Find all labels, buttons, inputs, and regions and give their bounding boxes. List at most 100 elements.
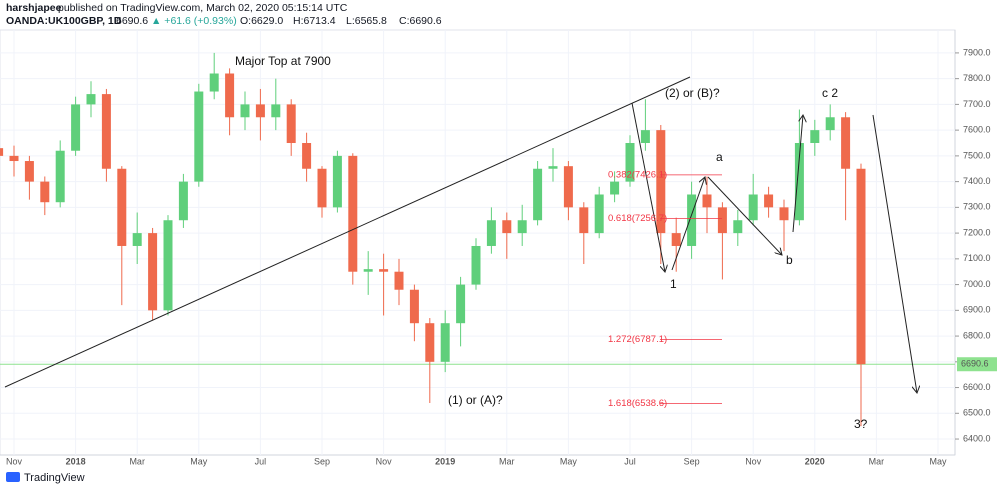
candle-body [471,245,481,285]
ohlc-value: H:6713.4 [293,15,336,27]
y-tick-label: 7500.0 [963,150,991,160]
y-tick-label: 7900.0 [963,47,991,57]
price-tag [957,357,997,372]
y-tick-label: 6900.0 [963,305,991,315]
candle-body [486,220,496,246]
candle-body [86,94,96,105]
candle-body [671,233,681,246]
wave-arrow [707,176,782,255]
candle-body [856,168,866,365]
x-tick-label: Jul [255,456,267,466]
candle-body [348,155,358,272]
candle-body [302,143,312,169]
x-tick-label: May [190,456,208,466]
last-price: 6690.6 [116,15,148,27]
candle-body [409,289,419,324]
x-tick-label: Nov [6,456,23,466]
y-tick-label: 6500.0 [963,408,991,418]
y-tick-label: 7400.0 [963,176,991,186]
y-tick-label: 7100.0 [963,253,991,263]
brand: TradingView [24,472,85,484]
annotation: 1 [670,277,677,291]
x-tick-label: Mar [869,456,885,466]
candle-body [841,117,851,169]
candle-body [640,130,650,144]
candle-body [71,104,81,151]
candle-body [9,155,19,162]
y-tick-label: 6400.0 [963,433,991,443]
y-tick-label: 7300.0 [963,202,991,212]
y-tick-label: 7800.0 [963,73,991,83]
candle-body [456,284,466,324]
ohlc: O:6629.0 H:6713.4 L:6565.8 C:6690.6 [240,15,442,27]
candle-body [148,233,158,311]
y-tick-label: 7700.0 [963,99,991,109]
candle-body [717,207,727,234]
candle-body [825,117,835,131]
x-tick-label: 2018 [66,456,86,466]
candle-body [332,155,342,208]
candle-body [286,104,296,144]
published-info: published on TradingView.com, March 02, … [58,2,348,14]
candle-body [379,269,389,272]
candle-body [117,168,127,246]
ohlc-value: O:6629.0 [240,15,283,27]
candles [0,52,955,427]
wave-arrow [872,114,917,393]
annotation: b [786,253,793,267]
annotation: c 2 [822,86,838,100]
candle-body [779,207,789,221]
annotation: Major Top at 7900 [235,54,331,68]
candle-body [702,194,712,208]
logo [6,472,20,482]
candle-body [548,166,558,169]
candle-body [533,168,543,221]
ohlc-value: L:6565.8 [346,15,387,27]
x-tick-label: Mar [129,456,145,466]
candle-body [579,207,589,234]
candle-body [517,220,527,234]
x-tick-label: Jul [624,456,636,466]
y-tick-label: 6800.0 [963,330,991,340]
candle-body [687,194,697,246]
candle-body [24,161,34,182]
candle-body [363,269,373,272]
x-tick-label: Mar [499,456,515,466]
candle-body [240,104,250,118]
candle-body [563,166,573,208]
x-tick-label: Nov [745,456,762,466]
x-tick-label: Sep [684,456,700,466]
candle-body [40,181,50,203]
candle-body [163,220,173,311]
x-tick-label: Nov [376,456,393,466]
fib-label: 0.382(7426.1) [608,169,667,180]
candle-body [425,323,435,362]
wave-arrow [671,177,705,271]
annotation: a [716,150,723,164]
x-tick-label: 2019 [435,456,455,466]
annotation: (2) or (B)? [665,86,720,100]
y-tick-label: 7200.0 [963,227,991,237]
candle-body [764,194,774,208]
x-tick-label: May [929,456,947,466]
candle-body [0,148,4,156]
fib-label: 1.618(6538.6) [608,398,667,409]
candle-body [610,181,620,195]
y-tick-label: 7000.0 [963,279,991,289]
change: ▲ +61.6 (+0.93%) [151,15,237,27]
candle-body [101,94,111,169]
candle-body [209,73,219,92]
wave-arrow [631,102,665,272]
candle-body [317,168,327,208]
candle-body [440,323,450,362]
fib-label: 1.272(6787.1) [608,334,667,345]
annotation: (1) or (A)? [448,393,503,407]
candle-body [394,271,404,290]
candle-body [225,73,235,118]
plot-area [0,29,956,456]
candle-body [625,143,635,182]
candle-body [178,181,188,221]
candle-body [55,150,65,203]
